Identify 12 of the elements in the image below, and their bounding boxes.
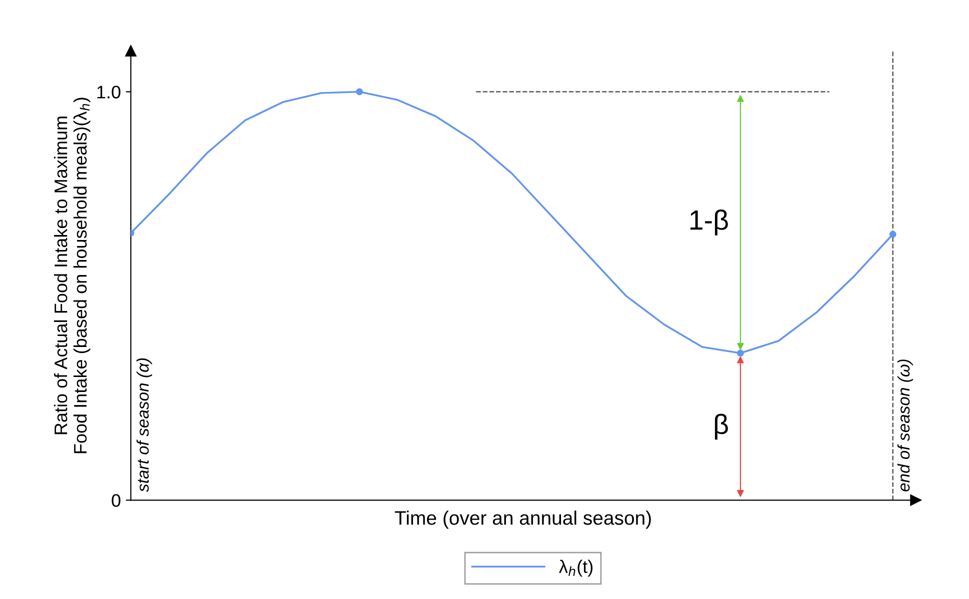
annotation: β <box>714 414 728 440</box>
y-tick-label: 0 <box>112 494 120 507</box>
annotation: 1-β <box>690 210 728 236</box>
point <box>889 230 896 238</box>
point <box>356 88 363 96</box>
point <box>736 350 744 357</box>
annotation: start of season (α) <box>136 358 152 492</box>
text: end of season (ω) <box>897 360 913 492</box>
y-axis-title: Ratio of Actual Food Intake to Maximum Food Intake (based on household meals)(λ$_{h}$) <box>54 98 90 454</box>
legend-label: λ$_{h}$(t) <box>558 560 592 577</box>
y-tick-label: 1.0 <box>97 86 120 98</box>
x-axis-title: Time (over an annual season) <box>394 510 651 529</box>
